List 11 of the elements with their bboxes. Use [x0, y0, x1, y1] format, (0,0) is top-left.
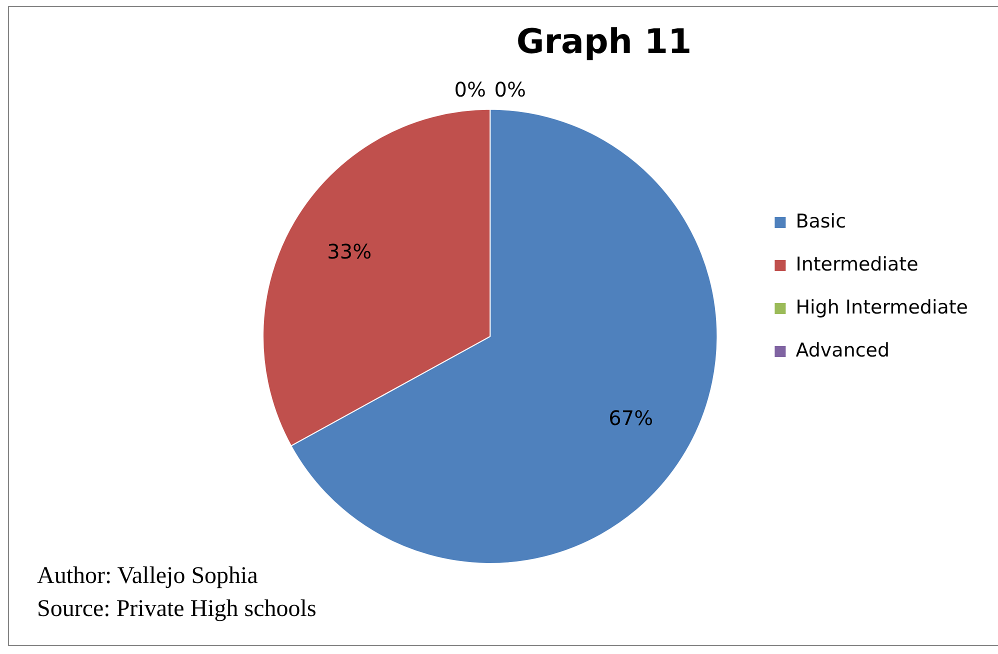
text: 0% — [454, 78, 486, 102]
data-label: 33% — [327, 239, 372, 264]
data-label: 67% — [608, 406, 654, 430]
legend-label: Advanced — [796, 339, 890, 362]
legend-label: Intermediate — [796, 253, 918, 276]
source-note: Source: Private High schools — [37, 595, 316, 624]
legend-label: Basic — [796, 210, 846, 232]
chart-title: Graph 11 — [516, 22, 692, 62]
text: 0% — [494, 78, 526, 102]
text: Author: Vallejo Sophia — [37, 562, 259, 591]
legend-label: High Intermediate — [796, 296, 968, 318]
